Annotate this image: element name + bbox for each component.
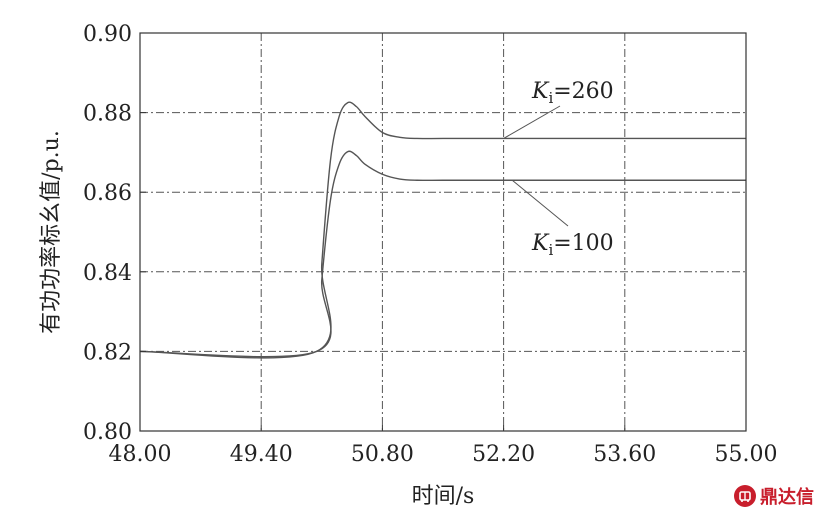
tick-labels: 48.00 49.40 50.80 52.20 53.60 55.00 0.80 0.82 0.…	[83, 22, 777, 467]
plot-frame	[139, 32, 747, 432]
y-tick-label: 0.84	[83, 261, 132, 286]
y-tick-label: 0.88	[83, 102, 132, 127]
series-label-leader	[503, 105, 561, 139]
x-axis-title: 时间/s	[412, 484, 475, 509]
series-labels: Ki=260 Ki=100	[503, 79, 614, 259]
y-tick-label: 0.90	[83, 22, 132, 47]
series-line-1	[139, 150, 746, 358]
x-tick-label: 48.00	[109, 442, 172, 467]
x-tick-label: 55.00	[715, 442, 778, 467]
brand-logo-icon	[734, 485, 756, 507]
series-label-leader	[511, 179, 569, 227]
grid	[140, 33, 746, 431]
y-tick-label: 0.86	[83, 181, 132, 206]
series-label: Ki=100	[531, 231, 614, 259]
x-tick-label: 50.80	[351, 442, 414, 467]
y-axis-title: 有功功率标幺值/p.u.	[39, 130, 64, 334]
y-tick-label: 0.80	[83, 420, 132, 445]
x-tick-label: 52.20	[472, 442, 535, 467]
y-tick-label: 0.82	[83, 340, 132, 365]
series-label: Ki=260	[531, 79, 614, 107]
x-tick-label: 53.60	[593, 442, 656, 467]
x-tick-label: 49.40	[230, 442, 293, 467]
watermark-text: 鼎达信	[760, 487, 814, 508]
watermark: 鼎达信	[734, 483, 814, 509]
series-layer	[139, 101, 746, 359]
series-line-0	[139, 101, 746, 359]
plot-border	[139, 32, 747, 432]
